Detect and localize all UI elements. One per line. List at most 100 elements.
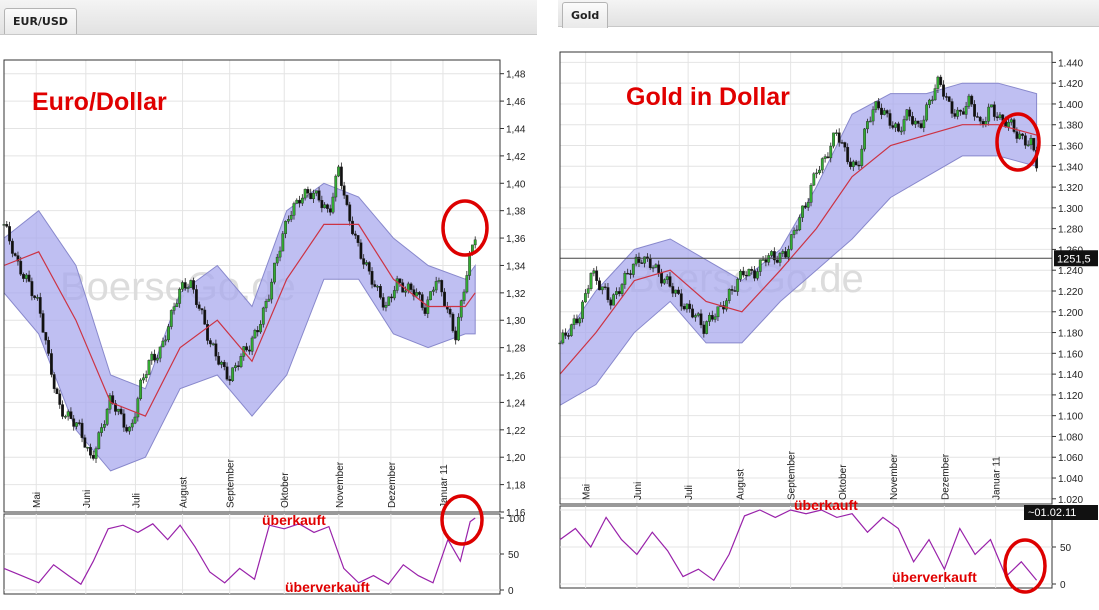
candle [829, 145, 833, 159]
candle [820, 158, 824, 171]
candle [33, 295, 37, 298]
candle [950, 101, 954, 114]
candle [730, 289, 734, 291]
candle [654, 264, 658, 268]
y-tick-label: 1,18 [506, 481, 526, 492]
candle [125, 427, 129, 432]
candle [55, 388, 59, 395]
rsi-grid [4, 514, 500, 594]
candle [1009, 119, 1013, 123]
candle [214, 343, 218, 357]
candle [381, 297, 385, 308]
candle [52, 374, 56, 389]
candle [172, 306, 176, 311]
rsi-tick-label: 50 [508, 550, 520, 561]
candle [275, 256, 279, 264]
candle [312, 192, 315, 200]
candle [956, 109, 960, 117]
candle [440, 280, 444, 293]
candle [1032, 137, 1036, 151]
candle [868, 120, 872, 123]
y-tick-label: 1,16 [506, 508, 526, 519]
candle [747, 269, 751, 277]
candle [326, 204, 329, 209]
candle [365, 262, 368, 265]
candle [595, 270, 599, 281]
candle [699, 313, 703, 326]
candle [220, 361, 223, 365]
tab-gold[interactable]: Gold [562, 2, 609, 28]
candle [133, 416, 137, 424]
candle [744, 274, 748, 277]
candle [194, 289, 198, 305]
candle [942, 84, 945, 97]
rsi-tick-label: 100 [508, 514, 525, 525]
y-tick-label: 1.440 [1058, 58, 1083, 69]
candle [429, 291, 432, 301]
candle [846, 146, 850, 163]
candle [228, 379, 232, 381]
oversold-label: überverkauft [892, 569, 977, 585]
candle [30, 281, 34, 297]
y-tick-label: 1,44 [506, 124, 526, 135]
candle [443, 291, 446, 307]
candle [175, 303, 179, 307]
candle [412, 289, 416, 297]
rsi-tick-label: 0 [508, 586, 514, 597]
candle [359, 242, 363, 259]
current-price-label: 1251,5 [1057, 253, 1091, 265]
price-axis: 1.440 1.420 1.400 1.380 1.360 1.340 1.320 1.300… [1052, 58, 1083, 506]
candle [1023, 135, 1027, 146]
candle [300, 197, 304, 204]
candle [944, 96, 948, 98]
candle [975, 116, 979, 118]
y-tick-label: 1,30 [506, 316, 526, 327]
candle [345, 195, 349, 205]
y-tick-label: 1,20 [506, 453, 526, 464]
candle [741, 271, 745, 276]
candle [598, 280, 601, 291]
candle [22, 273, 25, 279]
candle [94, 448, 98, 459]
candle [348, 204, 352, 222]
candle [376, 286, 380, 288]
euro-dollar-chart: BoerseGo.de 1,481,461,441,421,401,381,36… [2, 59, 526, 597]
candle [806, 202, 810, 208]
candle [860, 148, 864, 166]
y-tick-label: 1,24 [506, 398, 526, 409]
tab-eur-usd[interactable]: EUR/USD [4, 8, 77, 34]
candle [818, 169, 821, 174]
candle [564, 332, 568, 336]
candle [640, 262, 644, 264]
y-tick-label: 1.200 [1058, 308, 1083, 319]
month-label: Oktober [838, 464, 849, 500]
candle [882, 110, 886, 115]
candle [270, 281, 274, 300]
candle [178, 288, 182, 304]
candle [47, 340, 51, 354]
candle [206, 324, 209, 341]
date-label: ~01.02.11 [1028, 507, 1076, 519]
price-plot-frame [3, 59, 501, 513]
candle [615, 291, 618, 295]
candle [902, 119, 906, 132]
candle [75, 422, 78, 427]
candle [1021, 133, 1024, 136]
candle [89, 447, 92, 456]
candle [970, 95, 974, 105]
candle [913, 120, 917, 125]
candle [789, 234, 793, 250]
y-tick-label: 1.340 [1058, 162, 1083, 173]
candle [919, 123, 923, 128]
y-tick-label: 1.360 [1058, 142, 1083, 153]
candle [437, 280, 441, 282]
candle [660, 272, 663, 284]
candle [41, 313, 45, 333]
candle [150, 353, 154, 361]
candle [834, 132, 838, 134]
y-tick-label: 1.420 [1058, 79, 1083, 90]
candle [933, 88, 937, 101]
bollinger-band [3, 182, 476, 472]
month-label: November [335, 461, 346, 508]
candle [739, 271, 742, 280]
